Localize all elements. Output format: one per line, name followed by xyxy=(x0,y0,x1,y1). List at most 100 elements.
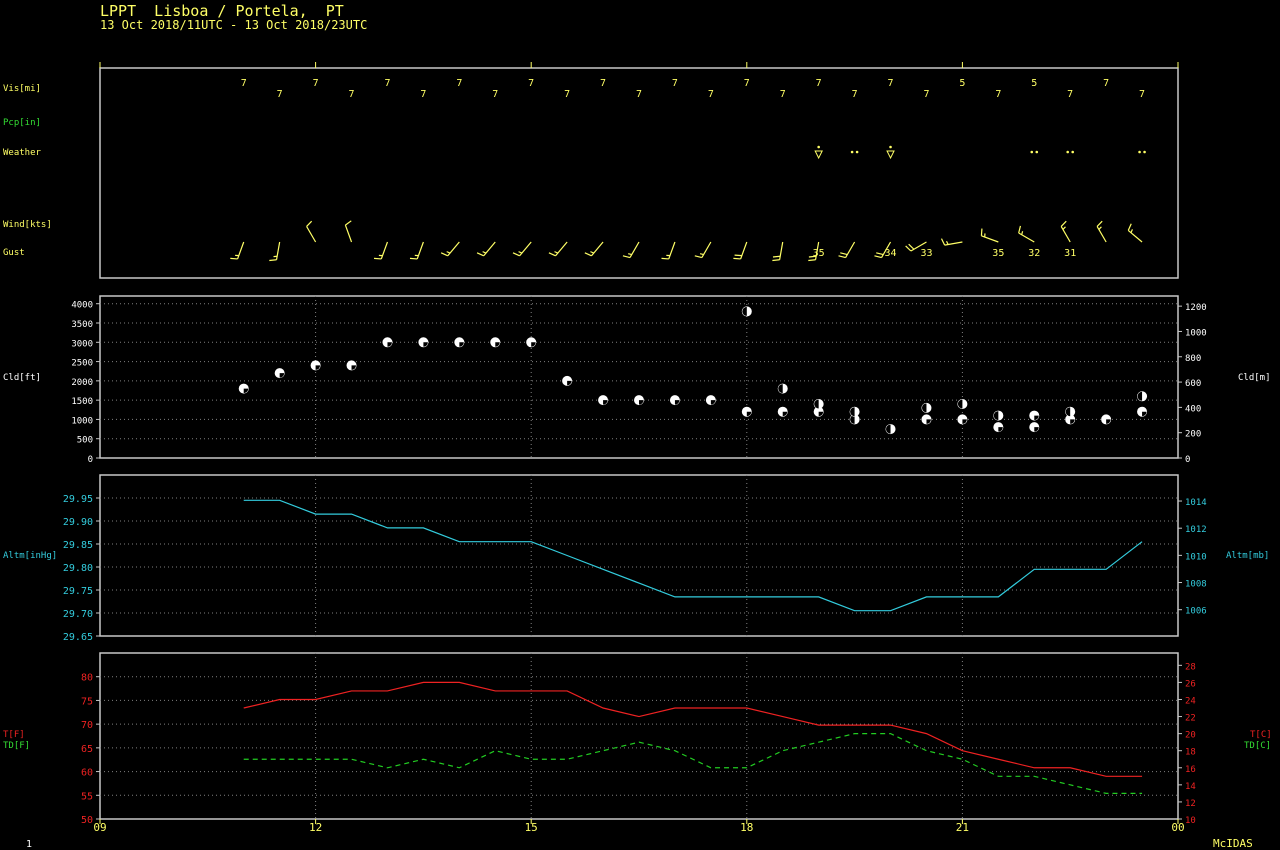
temperature-right-tick-label: 26 xyxy=(1185,679,1196,689)
rain-symbol xyxy=(1143,150,1146,154)
altimeter-left-tick-label: 29.65 xyxy=(63,632,93,643)
wind-barb-feather xyxy=(622,255,631,259)
cloud-cover-fill xyxy=(998,427,1003,432)
visibility-value: 7 xyxy=(456,78,462,89)
cloud-cover-fill xyxy=(531,342,536,347)
visibility-value: 7 xyxy=(564,89,570,100)
visibility-value: 7 xyxy=(384,78,390,89)
wind-barb-feather xyxy=(876,252,884,256)
visibility-value: 7 xyxy=(528,78,534,89)
visibility-value: 7 xyxy=(780,89,786,100)
cloud-cover-fill xyxy=(742,306,747,316)
wind-barb-half-feather xyxy=(1062,226,1066,230)
cloud-cover-fill xyxy=(850,407,855,417)
visibility-value: 5 xyxy=(1031,78,1037,89)
cloud-cover-symbol xyxy=(382,337,393,348)
rain-symbol xyxy=(850,150,854,154)
wind-barb xyxy=(740,241,748,260)
wind-barb xyxy=(845,241,856,258)
wind-label: Wind[kts] xyxy=(3,220,52,230)
wind-barb-feather xyxy=(1060,220,1067,227)
time-tick-label: 00 xyxy=(1171,821,1184,834)
temperature-left-tick-label: 70 xyxy=(81,720,93,731)
altimeter-right-tick-label: 1010 xyxy=(1185,552,1207,562)
cloud-cover-symbol xyxy=(921,414,932,425)
time-tick-label: 21 xyxy=(956,821,969,834)
temperature-right-tick-label: 10 xyxy=(1185,816,1196,826)
wind-barb-feather xyxy=(908,243,915,250)
cloud-right-tick-label: 0 xyxy=(1185,455,1190,465)
cloud-cover-symbol xyxy=(1065,406,1076,417)
wind-barb xyxy=(555,241,568,257)
pcp-label: Pcp[in] xyxy=(3,118,41,128)
wind-barb-half-feather xyxy=(1098,226,1102,230)
wind-barb-feather xyxy=(374,257,382,260)
wind-barb-feather xyxy=(940,238,946,246)
wind-barb xyxy=(344,224,353,243)
cloud-left-tick-label: 500 xyxy=(77,436,93,446)
cloud-right-tick-label: 600 xyxy=(1185,379,1201,389)
wind-barb-feather xyxy=(905,245,912,252)
cloud-cover-symbol xyxy=(274,368,285,379)
wind-barb-feather xyxy=(980,228,983,236)
visibility-value: 7 xyxy=(708,89,714,100)
cloud-cover-fill xyxy=(962,419,967,424)
wind-barb-feather xyxy=(733,257,741,260)
visibility-value: 7 xyxy=(492,89,498,100)
wind-barb-feather xyxy=(772,259,780,262)
wind-barb xyxy=(380,241,389,260)
cloud-cover-fill xyxy=(818,411,824,417)
wind-barb-feather xyxy=(661,257,669,260)
altimeter-line xyxy=(243,499,1143,612)
wind-barb xyxy=(701,241,712,258)
cloud-cover-fill xyxy=(387,342,392,347)
cloud-cover-symbol xyxy=(1029,410,1040,421)
altimeter-right-tick-label: 1014 xyxy=(1185,498,1207,508)
cloud-cover-fill xyxy=(746,411,752,417)
cloud-cover-fill xyxy=(423,342,428,347)
cloud-cover-fill xyxy=(1034,415,1039,421)
cloud-cover-fill xyxy=(782,411,788,417)
visibility-value: 7 xyxy=(636,89,642,100)
altimeter-right-tick-label: 1012 xyxy=(1185,525,1207,535)
cloud-cover-fill xyxy=(603,400,608,405)
cloud-panel: 0 500 1000 1500 2000 2500 3000 3500 4000 0 200 400 6… xyxy=(3,295,1271,465)
temperature-panel: 5055606570758010121416182022242628T[F]TD… xyxy=(3,652,1272,826)
wind-barb xyxy=(1096,226,1107,243)
wind-barb xyxy=(591,241,604,257)
cloud-cover-fill xyxy=(814,399,819,409)
time-tick-label: 15 xyxy=(525,821,538,834)
cloud-cover-symbol xyxy=(921,402,932,413)
wind-barb xyxy=(629,241,640,258)
cloud-left-tick-label: 2000 xyxy=(71,378,93,388)
altimeter-left-axis-label: Altm[inHg] xyxy=(3,551,57,561)
visibility-value: 7 xyxy=(349,89,355,100)
visibility-value: 7 xyxy=(923,89,929,100)
wind-barb xyxy=(668,241,676,260)
temperature-right-tick-label: 12 xyxy=(1185,799,1196,809)
panel-frame xyxy=(99,652,1179,820)
time-tick-label: 18 xyxy=(740,821,753,834)
time-tick-label: 12 xyxy=(309,821,322,834)
cloud-cover-symbol xyxy=(705,395,716,406)
wind-barb xyxy=(1127,229,1143,243)
visibility-value: 7 xyxy=(1103,78,1109,89)
cloud-left-tick-label: 3500 xyxy=(71,320,93,330)
gust-value: 31 xyxy=(1064,248,1076,259)
wind-barb-feather xyxy=(409,257,418,260)
altimeter-left-tick-label: 29.75 xyxy=(63,586,93,597)
wind-barb-feather xyxy=(230,257,238,260)
visibility-value: 7 xyxy=(744,78,750,89)
cloud-cover-symbol xyxy=(669,395,680,406)
temperature-right-tick-label: 14 xyxy=(1185,782,1196,792)
wind-barb-feather xyxy=(1127,223,1132,231)
cloud-left-tick-label: 2500 xyxy=(71,359,93,369)
cloud-cover-fill xyxy=(279,373,285,378)
cloud-cover-symbol xyxy=(1029,422,1040,433)
cloud-cover-symbol xyxy=(238,383,249,394)
wind-barb-feather xyxy=(772,255,781,258)
shower-symbol xyxy=(817,145,820,149)
dew-f-axis-label: TD[F] xyxy=(3,741,30,751)
period-subtitle: 13 Oct 2018/11UTC - 13 Oct 2018/23UTC xyxy=(100,18,367,32)
